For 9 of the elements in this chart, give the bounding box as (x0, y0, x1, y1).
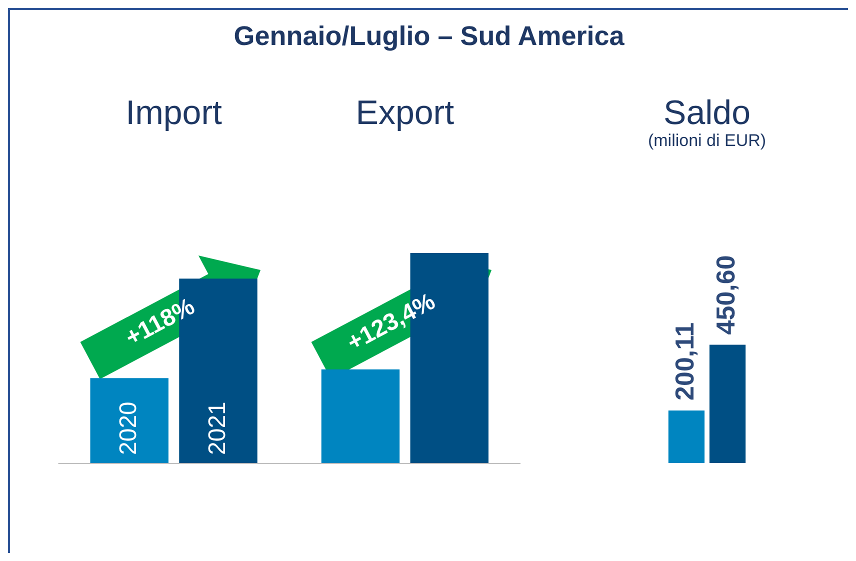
x-tick-label: Export (356, 94, 455, 132)
series-label: 2020 (114, 402, 142, 455)
x-tick-label: Import (126, 94, 223, 132)
data-label: 200,11 (670, 322, 700, 400)
series-label: 2021 (204, 402, 231, 455)
chart-subtitle: (milioni di EUR) (648, 131, 766, 150)
chart-title: Gennaio/Luglio – Sud America (234, 21, 624, 52)
x-tick-label: Saldo (664, 94, 750, 132)
data-label: 450,60 (710, 255, 741, 335)
